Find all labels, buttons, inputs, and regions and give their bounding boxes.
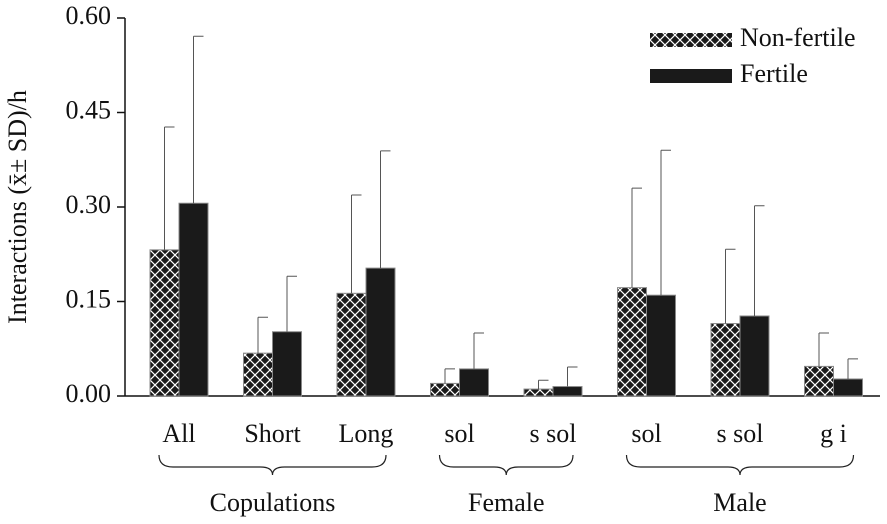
bar (523, 388, 554, 397)
error-bar (725, 248, 736, 324)
bar (459, 368, 489, 397)
bar (178, 202, 209, 397)
x-tick-label: sol (444, 419, 474, 448)
error-bar (444, 368, 455, 384)
bar (365, 267, 396, 397)
error-bar (631, 187, 642, 288)
group-label: Male (713, 488, 766, 517)
error-bar (847, 358, 858, 379)
bar (430, 382, 460, 397)
x-tick-label: g i (820, 419, 847, 448)
bar (243, 352, 273, 397)
error-bar (351, 194, 362, 294)
legend-label: Fertile (740, 59, 808, 88)
x-tick-label: s sol (717, 419, 764, 448)
error-bar (818, 332, 829, 367)
group-brace (625, 454, 855, 476)
group-brace (158, 454, 387, 476)
x-tick-label: All (162, 419, 195, 448)
error-bar (754, 205, 765, 316)
error-bar (380, 150, 391, 269)
error-bar (473, 332, 484, 369)
y-tick-label: 0.15 (66, 284, 112, 313)
x-tick-label: Long (339, 419, 394, 448)
y-tick-label: 0.45 (66, 95, 112, 124)
error-bar (286, 275, 297, 332)
error-bar (660, 149, 671, 296)
bar (272, 331, 302, 397)
error-bar (164, 126, 175, 250)
bar (646, 294, 676, 397)
y-tick-label: 0.30 (66, 190, 112, 219)
bar (617, 287, 647, 397)
bar (833, 378, 863, 397)
bar (149, 249, 180, 397)
error-bar (257, 316, 268, 354)
bar (739, 315, 770, 397)
x-tick-label: sol (631, 419, 661, 448)
group-brace (438, 454, 574, 476)
group-label: Copulations (210, 488, 336, 517)
legend-swatch (650, 33, 732, 47)
x-tick-label: s sol (530, 419, 577, 448)
error-bar (538, 379, 549, 390)
bar (336, 292, 367, 397)
y-tick-label: 0.00 (66, 379, 112, 408)
bar (710, 323, 741, 397)
legend-label: Non-fertile (740, 23, 856, 52)
x-tick-label: Short (244, 419, 301, 448)
bar (804, 365, 834, 397)
group-label: Female (468, 488, 545, 517)
y-tick-label: 0.60 (66, 1, 112, 30)
legend-swatch (650, 69, 732, 83)
y-axis-label: Interactions (x̄± SD)/h (3, 90, 32, 324)
error-bar (567, 366, 578, 387)
bar (552, 386, 583, 397)
error-bar (193, 35, 204, 204)
